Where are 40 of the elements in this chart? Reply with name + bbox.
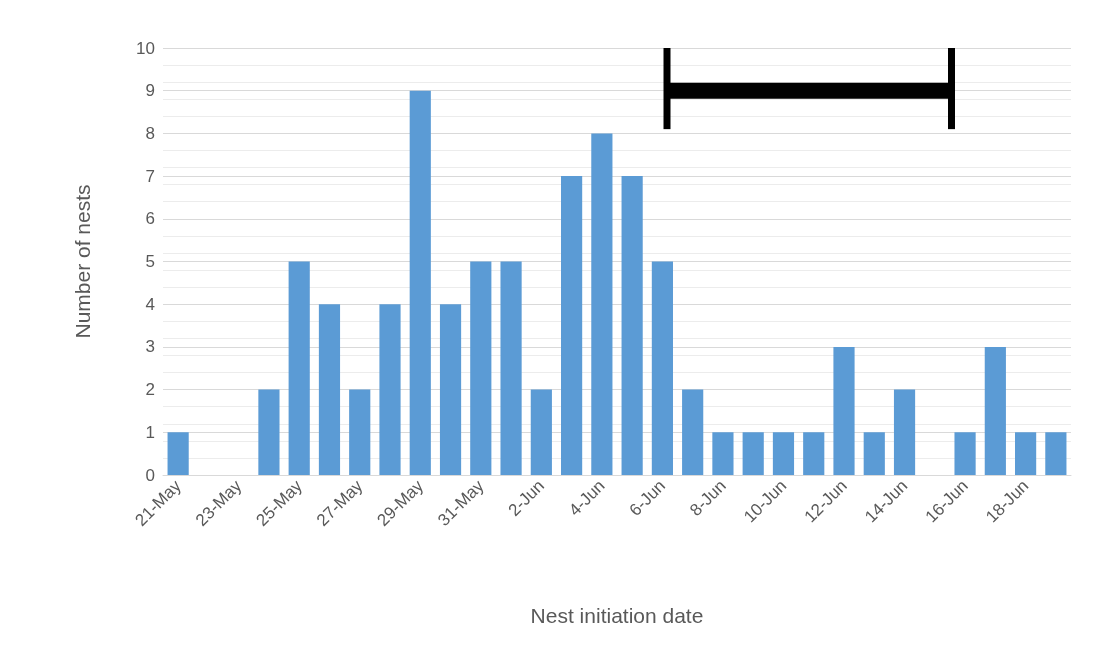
y-tick-label: 10 bbox=[136, 38, 155, 58]
bar bbox=[621, 176, 643, 475]
bar bbox=[379, 304, 401, 475]
y-tick-label: 5 bbox=[145, 252, 155, 271]
bar bbox=[742, 432, 764, 475]
bar bbox=[288, 261, 310, 475]
bar bbox=[561, 176, 583, 475]
bar bbox=[803, 432, 825, 475]
bar bbox=[954, 432, 976, 475]
y-tick-label: 8 bbox=[145, 123, 155, 143]
bar bbox=[167, 432, 189, 475]
bar bbox=[863, 432, 885, 475]
bar bbox=[651, 261, 673, 475]
bar bbox=[470, 261, 492, 475]
bar bbox=[500, 261, 522, 475]
bar bbox=[591, 133, 613, 475]
bar bbox=[530, 389, 552, 475]
bar bbox=[833, 346, 855, 475]
y-tick-label: 2 bbox=[145, 380, 155, 400]
x-axis-title: Nest initiation date bbox=[530, 604, 704, 627]
bar bbox=[409, 90, 431, 475]
bar bbox=[1015, 432, 1037, 475]
y-tick-label: 6 bbox=[145, 209, 155, 229]
y-tick-label: 0 bbox=[145, 465, 155, 485]
bar bbox=[682, 389, 704, 475]
bar bbox=[893, 389, 916, 475]
y-axis-title: Number of nests bbox=[71, 184, 94, 339]
y-tick-label: 9 bbox=[145, 81, 155, 101]
bar bbox=[439, 304, 462, 475]
bar bbox=[772, 432, 795, 475]
y-tick-label: 7 bbox=[145, 166, 155, 186]
y-tick-label: 3 bbox=[145, 337, 155, 357]
bar bbox=[349, 389, 371, 475]
bar bbox=[318, 304, 341, 475]
y-tick-label: 4 bbox=[145, 294, 155, 314]
bar bbox=[258, 389, 280, 475]
bar bbox=[984, 346, 1006, 475]
bar bbox=[712, 432, 734, 475]
bar bbox=[1045, 432, 1067, 475]
y-tick-label: 1 bbox=[145, 422, 155, 442]
